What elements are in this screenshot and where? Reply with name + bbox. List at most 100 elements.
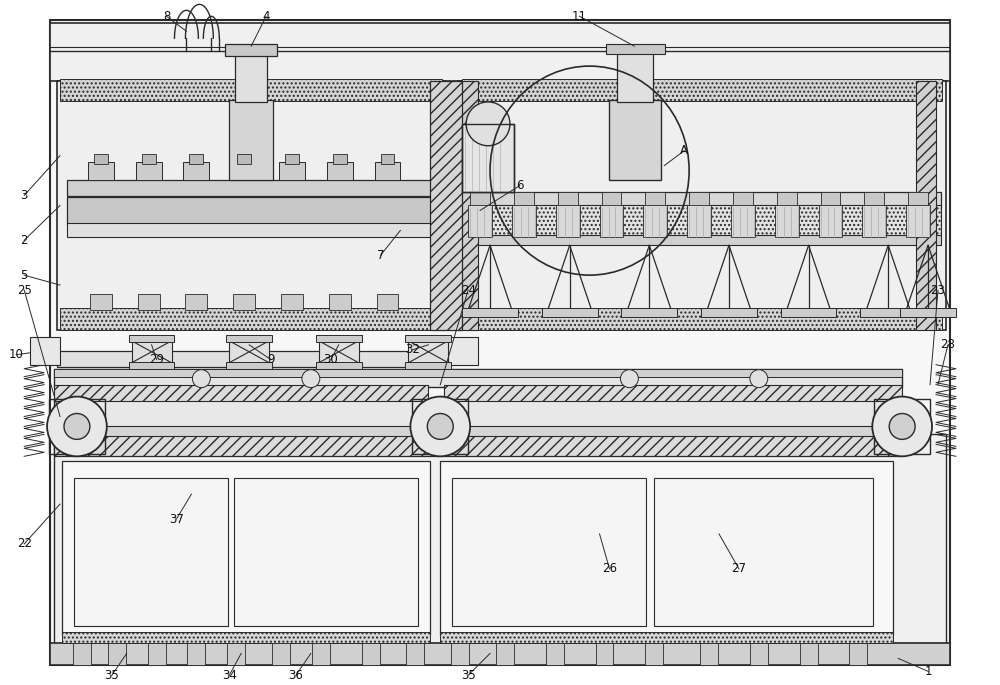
Bar [375,162,400,179]
Bar [225,45,277,56]
Bar [900,308,956,317]
Bar [237,153,251,164]
Circle shape [64,414,90,439]
Bar [458,81,946,330]
Bar [617,50,653,102]
Bar [319,341,359,363]
Circle shape [872,397,932,456]
Bar [333,153,347,164]
Bar [444,399,902,436]
Bar [90,294,112,310]
Bar [67,179,435,195]
Bar [54,434,946,643]
Bar [189,153,203,164]
Bar [556,206,580,237]
Bar [701,308,757,317]
Bar [57,81,445,330]
Bar [468,206,492,237]
Bar [800,643,818,665]
Bar [67,223,435,237]
Bar [185,294,207,310]
Bar [405,362,451,369]
Text: 2: 2 [20,234,28,247]
Circle shape [889,414,915,439]
Bar [327,162,353,179]
Bar [49,399,105,454]
Text: 23: 23 [931,284,945,297]
Bar [73,643,91,665]
Bar [406,643,424,665]
Text: 5: 5 [20,269,28,282]
Text: 37: 37 [169,512,184,525]
Bar [645,643,663,665]
Text: 29: 29 [149,353,164,366]
Text: 4: 4 [262,10,270,23]
Bar [689,192,709,208]
Text: 22: 22 [17,538,32,551]
Bar [412,399,468,454]
Bar [381,153,394,164]
Bar [377,294,398,310]
Bar [654,478,873,625]
Bar [108,643,126,665]
Bar [30,337,60,364]
Bar [600,206,623,237]
Bar [621,308,677,317]
Text: 26: 26 [602,562,617,575]
Bar [226,335,272,342]
Bar [916,81,936,330]
Bar [54,385,428,401]
Bar [558,192,578,208]
Bar [465,192,941,208]
Bar [129,362,174,369]
Bar [462,308,518,317]
Bar [54,369,902,377]
Circle shape [620,370,638,388]
Bar [54,399,428,436]
Bar [50,23,950,81]
Bar [405,335,451,342]
Bar [777,192,797,208]
Bar [609,100,661,179]
Bar [440,461,893,636]
Text: 28: 28 [941,338,955,351]
Bar [316,335,362,342]
Bar [279,162,305,179]
Bar [227,643,245,665]
Circle shape [750,370,768,388]
Text: 35: 35 [461,669,476,682]
Bar [821,192,840,208]
Bar [465,236,941,245]
Bar [408,341,448,363]
Bar [849,643,867,665]
Bar [906,206,930,237]
Text: 30: 30 [323,353,338,366]
Bar [138,294,160,310]
Bar [272,643,290,665]
Bar [233,294,255,310]
Text: 11: 11 [572,10,587,23]
Bar [132,341,172,363]
Text: 34: 34 [222,669,237,682]
Bar [54,369,902,386]
Text: 1: 1 [924,665,932,678]
Bar [451,643,469,665]
Bar [444,427,902,436]
Bar [62,632,430,643]
Circle shape [302,370,320,388]
Bar [94,153,108,164]
Bar [514,192,534,208]
Bar [596,643,613,665]
Circle shape [47,397,107,456]
Bar [362,643,380,665]
Bar [229,100,273,179]
Bar [136,162,162,179]
Text: 6: 6 [516,179,524,192]
Bar [496,643,514,665]
Bar [512,206,536,237]
Bar [285,153,299,164]
Bar [67,197,435,225]
Bar [88,162,114,179]
Bar [448,337,478,364]
Bar [602,192,621,208]
